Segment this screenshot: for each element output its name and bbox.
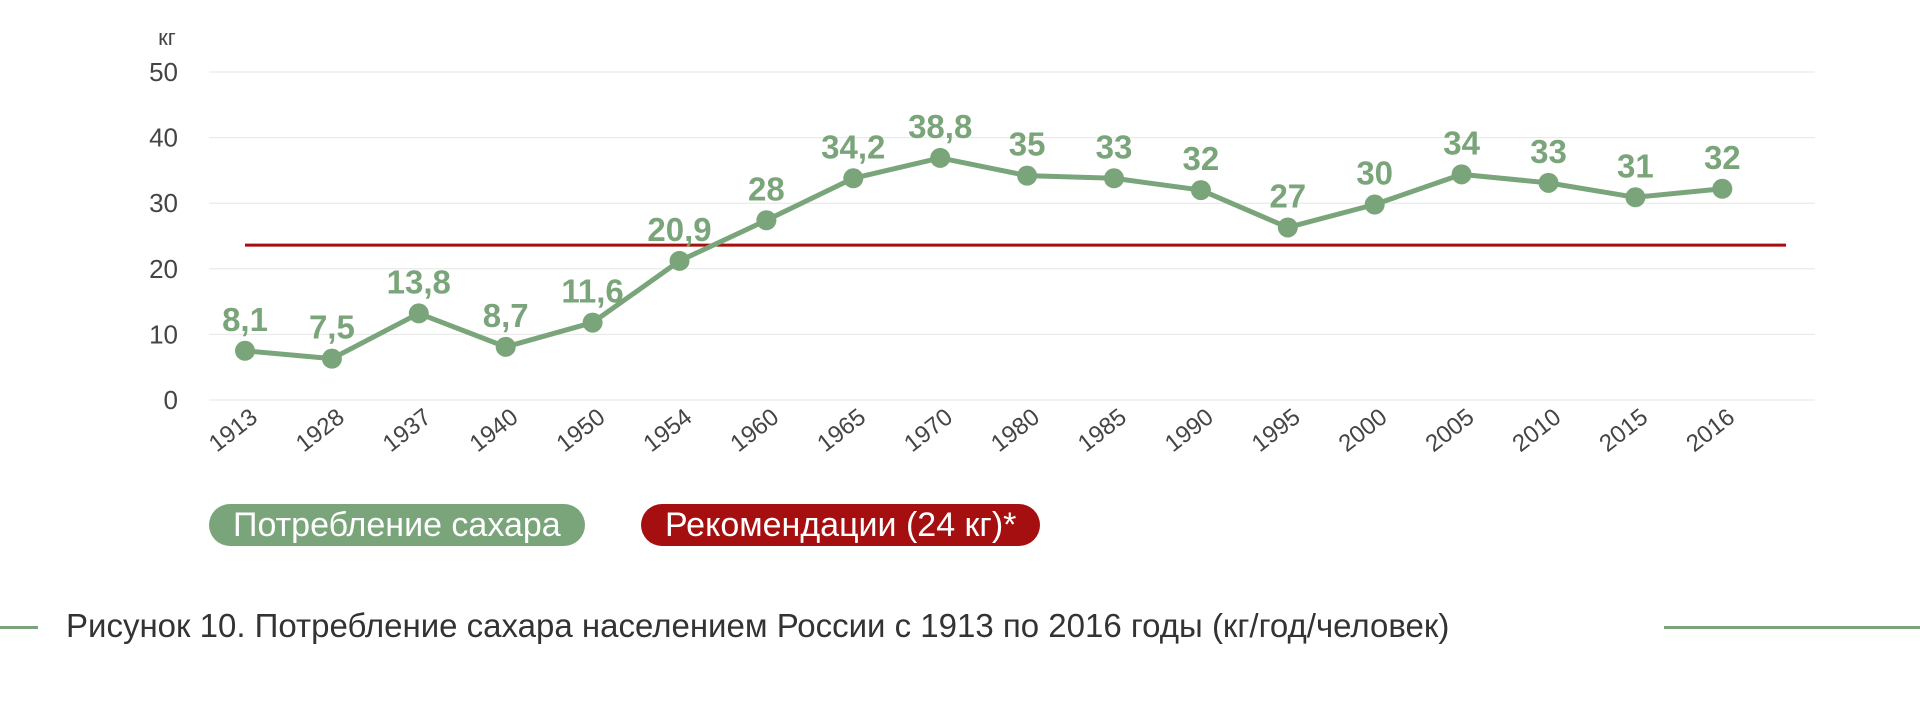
data-point xyxy=(582,312,603,333)
x-tick-label: 1995 xyxy=(1247,403,1306,457)
data-point xyxy=(235,340,255,361)
x-tick-label: 1940 xyxy=(465,403,524,457)
x-tick-label: 1950 xyxy=(552,403,611,457)
data-label: 27 xyxy=(1269,177,1306,214)
legend-recommendation: Рекомендации (24 кг)* xyxy=(641,504,1041,546)
x-tick-label: 2005 xyxy=(1421,403,1480,457)
x-tick-label: 2016 xyxy=(1681,403,1740,457)
legend-consumption: Потребление сахара xyxy=(209,504,585,546)
x-tick-label: 1965 xyxy=(812,403,871,457)
data-label: 20,9 xyxy=(647,211,711,248)
data-label: 34 xyxy=(1443,124,1480,161)
x-tick-labels: 1913 1928 1937 1940 1950 1954 1960 1965 1970 1980… xyxy=(204,403,1740,457)
data-point xyxy=(1538,172,1559,193)
x-tick-label: 2000 xyxy=(1334,403,1393,457)
data-label: 30 xyxy=(1356,155,1393,192)
data-point xyxy=(930,147,951,168)
data-label: 8,1 xyxy=(222,301,268,338)
y-tick-label: 30 xyxy=(149,188,178,218)
x-tick-label: 1954 xyxy=(638,403,697,457)
data-label: 35 xyxy=(1009,126,1046,163)
data-label: 34,2 xyxy=(821,128,885,165)
data-point xyxy=(1364,194,1385,215)
data-point xyxy=(408,303,429,324)
data-label: 7,5 xyxy=(309,309,355,346)
x-tick-label: 1990 xyxy=(1160,403,1219,457)
data-point xyxy=(1451,164,1472,185)
data-point xyxy=(669,250,690,271)
data-labels: 8,1 7,5 13,8 8,7 11,6 20,9 28 34,2 38,8 35 33 32 27 3… xyxy=(222,108,1741,346)
data-label: 11,6 xyxy=(561,273,623,310)
data-label: 13,8 xyxy=(387,263,451,300)
consumption-series xyxy=(235,147,1733,369)
x-tick-label: 1928 xyxy=(291,403,350,457)
grid-lines xyxy=(209,71,1815,401)
x-tick-label: 2015 xyxy=(1594,403,1653,457)
data-point xyxy=(495,336,516,357)
y-tick-label: 20 xyxy=(149,254,178,284)
y-axis-unit-label: кг xyxy=(158,25,176,50)
data-label: 32 xyxy=(1183,140,1220,177)
data-point xyxy=(1190,180,1211,201)
data-point xyxy=(1712,178,1733,199)
x-tick-label: 1970 xyxy=(899,403,958,457)
x-tick-label: 1937 xyxy=(378,403,437,457)
data-point xyxy=(756,210,777,231)
consumption-line xyxy=(242,155,1725,362)
data-label: 31 xyxy=(1617,147,1654,184)
data-label: 38,8 xyxy=(908,108,972,145)
data-label: 28 xyxy=(748,170,785,207)
caption-line-right xyxy=(1664,626,1920,629)
caption-line-left xyxy=(0,626,38,629)
data-label: 33 xyxy=(1530,133,1567,170)
y-tick-labels: 0 10 20 30 40 50 xyxy=(149,57,178,415)
y-tick-label: 50 xyxy=(149,57,178,87)
data-point xyxy=(1277,217,1298,238)
x-tick-label: 1985 xyxy=(1073,403,1132,457)
x-tick-label: 1980 xyxy=(986,403,1045,457)
x-tick-label: 1960 xyxy=(725,403,784,457)
data-point xyxy=(843,168,864,189)
y-tick-label: 10 xyxy=(149,319,178,349)
data-label: 33 xyxy=(1096,128,1133,165)
x-tick-label: 1913 xyxy=(204,403,263,457)
data-point xyxy=(321,348,342,369)
x-tick-label: 2010 xyxy=(1507,403,1566,457)
y-tick-label: 0 xyxy=(164,385,178,415)
y-tick-label: 40 xyxy=(149,123,178,153)
data-point xyxy=(1625,187,1646,208)
data-label: 8,7 xyxy=(483,297,529,334)
data-point xyxy=(1017,165,1038,186)
figure-caption: Рисунок 10. Потребление сахара население… xyxy=(66,607,1450,644)
data-label: 32 xyxy=(1704,139,1741,176)
data-point xyxy=(1104,168,1124,189)
